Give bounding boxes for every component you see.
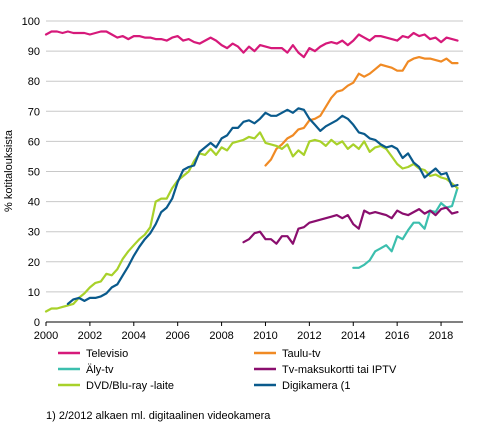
y-tick-label: 0 xyxy=(34,317,40,329)
y-tick-label: 50 xyxy=(28,167,40,179)
x-tick-label: 2018 xyxy=(429,330,453,342)
x-tick-label: 2010 xyxy=(253,330,277,342)
legend-label: Tv-maksukortti tai IPTV xyxy=(282,364,397,376)
series-line-5 xyxy=(66,107,459,305)
series-line-0 xyxy=(44,30,459,59)
axes xyxy=(45,321,463,326)
y-tick-label: 60 xyxy=(28,136,40,148)
y-tick-label: 80 xyxy=(28,76,40,88)
series-line-1 xyxy=(264,56,459,167)
legend-label: Televisio xyxy=(86,348,128,360)
x-tick-label: 2016 xyxy=(385,330,409,342)
y-tick-label: 100 xyxy=(22,16,40,28)
x-tick-label: 2000 xyxy=(34,330,58,342)
series-lines xyxy=(44,30,459,313)
legend-label: DVD/Blu-ray -laite xyxy=(86,380,174,392)
y-tick-label: 70 xyxy=(28,106,40,118)
y-tick-label: 40 xyxy=(28,197,40,209)
legend-label: Digikamera (1 xyxy=(282,380,350,392)
series-line-4 xyxy=(44,131,459,313)
y-tick-label: 10 xyxy=(28,287,40,299)
x-tick-label: 2004 xyxy=(122,330,146,342)
legend: Televisio Taulu-tv Äly-tv Tv-maksukortti ta… xyxy=(58,348,397,392)
legend-label: Äly-tv xyxy=(86,364,114,376)
x-tick-label: 2014 xyxy=(341,330,365,342)
series-line-2 xyxy=(352,187,459,269)
x-tick-label: 2008 xyxy=(209,330,233,342)
x-tick-label: 2012 xyxy=(297,330,321,342)
y-tick-label: 30 xyxy=(28,227,40,239)
x-tick-label: 2006 xyxy=(165,330,189,342)
y-axis-label: % kotitalouksista xyxy=(3,129,15,212)
y-tick-label: 90 xyxy=(28,46,40,58)
footnote: 1) 2/2012 alkaen ml. digitaalinen videok… xyxy=(46,410,271,422)
series-line-3 xyxy=(242,206,459,245)
y-tick-label: 20 xyxy=(28,257,40,269)
legend-label: Taulu-tv xyxy=(282,348,321,360)
tick-labels: 0 10 20 30 40 50 60 70 80 90 100 2000 2002 2004 2006 20… xyxy=(22,16,454,342)
x-tick-label: 2002 xyxy=(78,330,102,342)
